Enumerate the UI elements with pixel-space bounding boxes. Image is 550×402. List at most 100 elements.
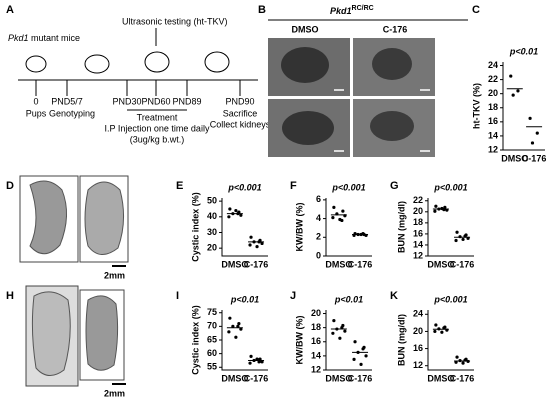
y-tick-label: 6 [316, 194, 321, 204]
time-point: PND89 [172, 96, 201, 106]
column-label: DMSO [292, 24, 319, 34]
y-tick-label: 50 [207, 196, 217, 206]
y-axis-label: Cystic index (%) [190, 305, 200, 375]
y-tick-label: 18 [311, 322, 321, 332]
annotation: p<0.01 [509, 46, 538, 56]
injection-label: I.P Injection one time daily [105, 123, 210, 133]
dot [440, 330, 444, 334]
dot [455, 230, 459, 234]
x-tick-label: DMSO [501, 153, 528, 163]
y-tick-label: 65 [207, 334, 217, 344]
ticks [35, 80, 241, 111]
y-tick-label: 75 [207, 307, 217, 317]
panel-label: K [390, 290, 398, 302]
y-tick-label: 20 [207, 243, 217, 253]
y-tick-label: 0 [316, 250, 321, 260]
x-tick-label: C-176 [450, 259, 475, 269]
sacrifice-label: Sacrifice [223, 108, 258, 118]
y-tick-label: 22 [488, 74, 498, 84]
y-tick-label: 14 [413, 239, 423, 249]
x-tick-label: DMSO [221, 259, 248, 269]
dot [237, 322, 241, 326]
annotation: p<0.01 [230, 294, 259, 304]
strain-label: Pkd1 mutant mice [8, 33, 80, 43]
step-label: Genotyping [49, 108, 95, 118]
column-label: C-176 [383, 24, 408, 34]
y-tick-label: 16 [311, 336, 321, 346]
scale-label: 2mm [104, 388, 125, 398]
y-tick-label: 2 [316, 232, 321, 242]
dot [257, 360, 261, 364]
dot [236, 324, 240, 328]
x-tick-label: DMSO [325, 259, 352, 269]
dot [434, 204, 438, 208]
dot [248, 243, 252, 247]
y-tick-label: 16 [488, 116, 498, 126]
y-tick-label: 20 [488, 88, 498, 98]
dot [228, 316, 232, 320]
annotation: p<0.001 [433, 294, 467, 304]
step-label: Pups [26, 108, 47, 118]
collect-label: Collect kidneys [210, 119, 271, 129]
panel-label: B [258, 4, 266, 16]
mouse-icons [25, 51, 230, 74]
panel-label: H [6, 290, 14, 302]
dot [535, 131, 539, 135]
dot [234, 335, 238, 339]
x-tick-label: DMSO [325, 373, 352, 383]
x-tick-label: DMSO [427, 259, 454, 269]
panel-label: I [176, 290, 179, 302]
dot [530, 141, 535, 145]
panel-label: J [290, 290, 296, 302]
y-tick-label: 30 [207, 227, 217, 237]
x-tick-label: DMSO [427, 373, 454, 383]
dot [352, 357, 356, 362]
y-tick-label: 12 [488, 144, 498, 154]
y-tick-label: 16 [413, 343, 423, 353]
dot [260, 241, 264, 246]
section-panels: D 2mm H 2mm [6, 175, 129, 398]
panel-label: A [6, 4, 14, 16]
dot [239, 213, 243, 217]
time-point: 0 [33, 96, 38, 106]
y-tick-label: 22 [413, 195, 423, 205]
y-axis-label: BUN (mg/dl) [396, 201, 406, 253]
dot [434, 323, 438, 327]
y-axis-label: KW/BW (%) [294, 316, 304, 365]
axis [325, 310, 372, 371]
y-tick-label: 55 [207, 362, 217, 372]
dot [239, 327, 243, 331]
dot [455, 355, 459, 359]
y-tick-label: 20 [413, 206, 423, 216]
panel-label: G [390, 180, 399, 192]
dot [332, 318, 336, 323]
y-tick-label: 12 [413, 250, 423, 260]
axis [427, 310, 474, 371]
x-tick-label: C-176 [450, 373, 475, 383]
dot [228, 207, 232, 211]
panel-label: E [176, 180, 183, 192]
dot [255, 357, 259, 361]
x-tick-label: C-176 [244, 259, 269, 269]
dot [364, 354, 368, 358]
dot [528, 116, 532, 120]
imaging-panel: B Pkd1RC/RC DMSO C-176 [258, 4, 468, 157]
x-tick-label: C-176 [348, 373, 373, 383]
dot [227, 330, 231, 334]
y-axis-label: Cystic index (%) [190, 192, 200, 262]
y-tick-label: 18 [488, 102, 498, 112]
x-tick-label: C-176 [522, 153, 547, 163]
y-tick-label: 24 [488, 60, 498, 70]
time-point: PND90 [225, 96, 254, 106]
dot [454, 238, 458, 243]
ultrasound-label: Ultrasonic testing (ht-TKV) [122, 16, 228, 26]
timeline-panel: A Pkd1 mutant mice Ultrasonic testing (h… [6, 4, 271, 144]
dot [353, 340, 357, 344]
panel-label: C [472, 4, 480, 16]
dot [332, 205, 336, 209]
dot [340, 326, 344, 330]
y-axis-label: KW/BW (%) [294, 203, 304, 252]
dot [433, 209, 437, 213]
dot [331, 216, 335, 220]
